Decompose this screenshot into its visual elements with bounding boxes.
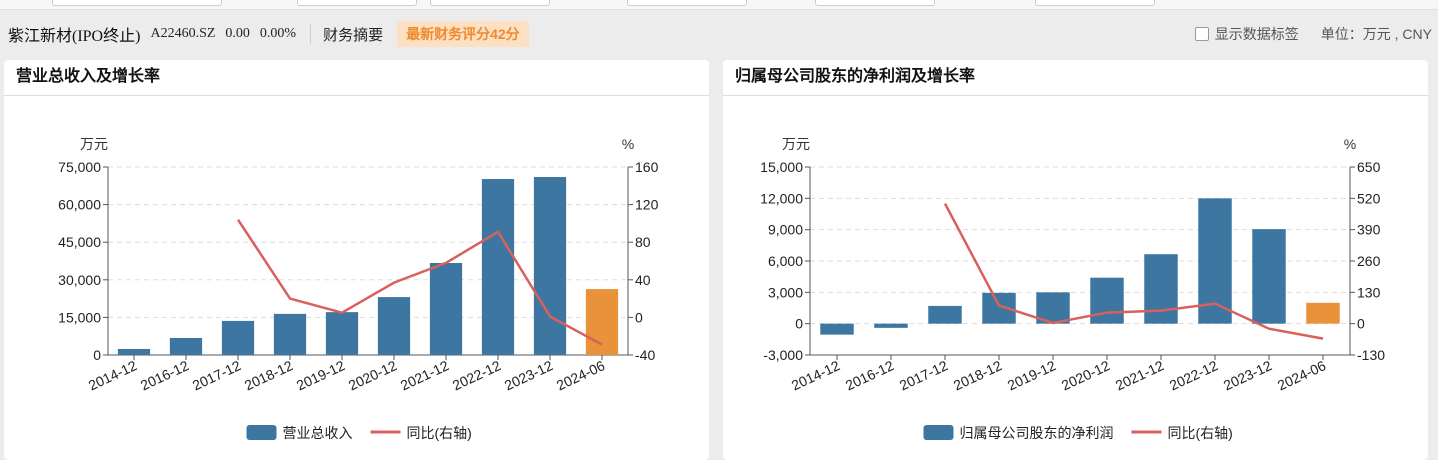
legend-bar-label: 营业总收入 (283, 425, 353, 441)
bar (1144, 254, 1178, 324)
right-axis-unit: % (1344, 136, 1356, 152)
chart-title: 营业总收入及增长率 (4, 60, 709, 96)
legend-bar-swatch (923, 425, 954, 440)
bar (325, 312, 359, 355)
x-tick-label: 2019-12 (1005, 357, 1059, 393)
x-tick-label: 2024-06 (1275, 357, 1329, 393)
left-axis-unit: 万元 (80, 136, 108, 152)
show-labels-label[interactable]: 显示数据标签 (1214, 26, 1299, 42)
bar (1306, 302, 1340, 324)
bar (377, 297, 411, 355)
y-tick-label: 9,000 (768, 222, 803, 238)
bar (1090, 277, 1124, 324)
x-tick-label: 2021-12 (398, 357, 452, 393)
x-tick-label: 2018-12 (242, 357, 296, 393)
revenue-chart-panel: 营业总收入及增长率 万元% 0 15,000 30,000 45,000 60,000 75… (4, 60, 709, 460)
bar (533, 177, 567, 355)
bar (1252, 229, 1286, 324)
financial-summary-tab[interactable]: 财务摘要 (323, 26, 384, 44)
x-tick-label: 2016-12 (843, 357, 897, 393)
show-labels-checkbox[interactable] (1194, 27, 1209, 41)
y-tick-label: -3,000 (763, 347, 803, 363)
y-tick-label: 15,000 (58, 309, 101, 325)
x-tick-label: 2023-12 (502, 357, 556, 393)
growth-line (943, 203, 1324, 340)
revenue-chart: 万元 % 0 15,000 30,000 45,000 60,000 75,000 -40 0 40… (58, 136, 659, 441)
unit-label: 单位：万元 , CNY (1320, 26, 1432, 42)
bar (273, 313, 307, 355)
divider (310, 24, 312, 44)
y2-tick-label: 260 (1357, 253, 1381, 269)
x-tick-label: 2021-12 (1113, 357, 1167, 393)
y-tick-label: 45,000 (58, 234, 101, 250)
x-tick-label: 2019-12 (294, 357, 348, 393)
x-tick-label: 2016-12 (138, 357, 192, 393)
y2-tick-label: 120 (635, 197, 659, 213)
y2-tick-label: 40 (635, 272, 651, 288)
stock-header: 紫江新材(IPO终止) A22460.SZ 0.00 0.00% 财务摘要 最新… (0, 20, 1438, 48)
net-profit-chart-panel: 归属母公司股东的净利润及增长率 万元% -3,000 0 3,000 6,000 9,00… (723, 60, 1428, 460)
y2-tick-label: -40 (635, 347, 655, 363)
x-tick-label: 2017-12 (897, 357, 951, 393)
chart-title: 归属母公司股东的净利润及增长率 (723, 60, 1428, 96)
stock-code: A22460.SZ (150, 26, 216, 41)
legend-bar-label: 归属母公司股东的净利润 (960, 425, 1114, 441)
x-tick-label: 2022-12 (1167, 357, 1221, 393)
y2-tick-label: 160 (635, 159, 659, 175)
x-tick-label: 2017-12 (190, 357, 244, 393)
stock-name: 紫江新材(IPO终止) (8, 28, 141, 45)
y-tick-label: 6,000 (768, 253, 803, 269)
x-tick-label: 2023-12 (1221, 357, 1275, 393)
y-tick-label: 30,000 (58, 272, 101, 288)
legend-line-label: 同比(右轴) (1168, 425, 1233, 441)
growth-line (236, 218, 603, 346)
bar (820, 323, 854, 335)
x-tick-label: 2020-12 (1059, 357, 1113, 393)
bar (429, 263, 463, 355)
y2-tick-label: -130 (1357, 347, 1385, 363)
stock-price: 0.00 (225, 26, 250, 41)
financial-score-badge[interactable]: 最新财务评分42分 (397, 21, 529, 47)
y-tick-label: 75,000 (58, 159, 101, 175)
y2-tick-label: 0 (1357, 316, 1365, 332)
bar (481, 179, 515, 355)
left-axis-unit: 万元 (782, 136, 810, 152)
x-tick-label: 2022-12 (450, 357, 504, 393)
y2-tick-label: 650 (1357, 159, 1381, 175)
y-tick-label: 0 (795, 316, 803, 332)
y-tick-label: 15,000 (760, 159, 803, 175)
y-tick-label: 0 (93, 347, 101, 363)
y-tick-label: 3,000 (768, 284, 803, 300)
top-tab-strip (0, 0, 1438, 10)
bar (874, 323, 908, 328)
y2-tick-label: 0 (635, 309, 643, 325)
net-profit-chart: 万元 % -3,000 0 3,000 6,000 9,000 12,000 15,000 -13… (760, 136, 1385, 441)
legend-bar-swatch (246, 425, 277, 440)
y2-tick-label: 390 (1357, 222, 1381, 238)
bar (928, 305, 962, 324)
y-tick-label: 60,000 (58, 197, 101, 213)
x-tick-label: 2018-12 (951, 357, 1005, 393)
y2-tick-label: 520 (1357, 190, 1381, 206)
y2-tick-label: 130 (1357, 284, 1381, 300)
right-axis-unit: % (622, 136, 634, 152)
y2-tick-label: 80 (635, 234, 651, 250)
legend-line-label: 同比(右轴) (407, 425, 472, 441)
y-tick-label: 12,000 (760, 190, 803, 206)
bar (221, 320, 255, 355)
stock-change: 0.00% (259, 26, 297, 41)
x-tick-label: 2024-06 (554, 357, 608, 393)
x-tick-label: 2020-12 (346, 357, 400, 393)
bar (169, 337, 203, 355)
bar (117, 348, 151, 355)
bar (585, 289, 619, 355)
